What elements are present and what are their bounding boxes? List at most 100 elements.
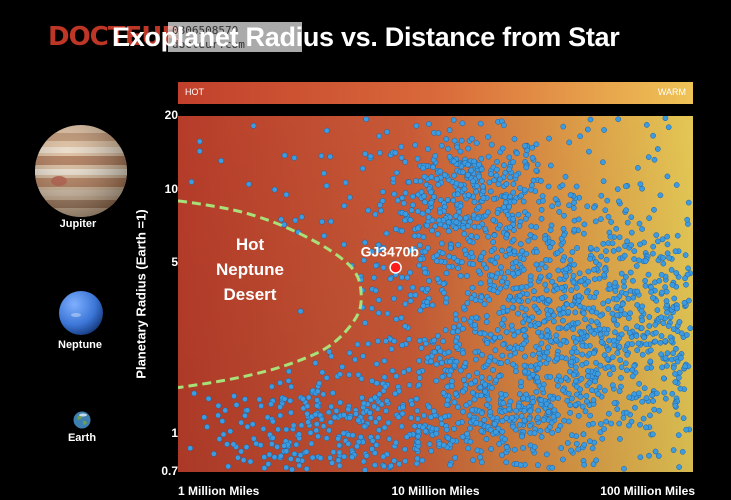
data-point (573, 183, 580, 190)
data-point (585, 268, 592, 275)
data-point (571, 261, 577, 268)
data-point (601, 266, 608, 273)
data-point (547, 307, 554, 314)
data-point (503, 459, 510, 466)
data-point (616, 343, 623, 350)
data-point (492, 347, 499, 354)
data-point (670, 447, 677, 453)
data-point (560, 257, 566, 264)
data-point (471, 158, 477, 165)
data-point (608, 219, 614, 225)
data-point (547, 162, 554, 169)
data-point (521, 407, 528, 414)
data-point (680, 415, 687, 422)
data-point (510, 216, 517, 222)
data-point (426, 277, 432, 284)
data-point (548, 222, 555, 229)
data-point (417, 256, 424, 263)
data-point (336, 449, 343, 456)
data-point (470, 261, 476, 268)
data-point (490, 217, 497, 223)
data-point (446, 153, 453, 160)
data-point (191, 390, 197, 397)
data-point (571, 199, 577, 206)
data-point (407, 292, 414, 299)
y-axis-label: Planetary Radius (Earth =1) (133, 209, 149, 379)
data-point (445, 435, 451, 441)
data-point (669, 282, 676, 288)
data-point (292, 217, 299, 224)
data-point (555, 201, 561, 207)
data-point (277, 453, 284, 459)
data-point (538, 261, 545, 267)
data-point (489, 384, 495, 391)
planet-label-jupiter: Jupiter (59, 218, 97, 230)
data-point (244, 407, 251, 414)
data-point (335, 457, 342, 464)
data-point (566, 139, 573, 146)
data-point (642, 282, 649, 289)
data-point (271, 454, 278, 461)
data-point (419, 210, 426, 217)
data-point (593, 359, 599, 366)
data-point (496, 373, 502, 380)
data-point (446, 127, 453, 133)
data-point (196, 138, 203, 145)
data-point (481, 301, 488, 308)
data-point (534, 161, 541, 168)
data-point (497, 285, 504, 292)
data-point (543, 451, 550, 458)
data-point (536, 355, 543, 362)
data-point (674, 358, 681, 365)
data-point (283, 426, 290, 433)
data-point (492, 260, 498, 266)
data-point (400, 369, 407, 376)
data-point (328, 403, 335, 410)
data-point (387, 275, 394, 282)
data-point (349, 454, 355, 461)
data-point (511, 136, 518, 142)
data-point (231, 393, 237, 399)
data-point (451, 399, 458, 406)
data-point (304, 410, 310, 417)
data-point (281, 442, 287, 449)
data-point (562, 173, 569, 180)
data-point (520, 266, 527, 273)
data-point (634, 323, 640, 330)
data-point (378, 401, 385, 408)
data-point (581, 230, 587, 237)
data-point (335, 435, 341, 442)
data-point (346, 350, 353, 356)
data-point (570, 372, 577, 378)
data-point (533, 249, 540, 255)
data-point (535, 365, 541, 372)
data-point (485, 396, 492, 403)
data-point (549, 203, 556, 210)
data-point (610, 366, 617, 373)
data-point (475, 204, 482, 210)
data-point (673, 270, 680, 276)
data-point (399, 228, 405, 234)
data-point (440, 442, 447, 449)
data-point (508, 322, 515, 329)
data-point (522, 353, 528, 360)
data-point (621, 465, 627, 472)
data-point (492, 429, 499, 435)
data-point (297, 452, 304, 458)
data-point (558, 235, 565, 242)
data-point (246, 181, 252, 188)
data-point (531, 295, 537, 302)
data-point (277, 379, 283, 386)
data-point (573, 284, 580, 291)
data-point (549, 278, 555, 285)
data-point (487, 188, 494, 195)
data-point (549, 430, 556, 436)
data-point (593, 309, 600, 316)
data-point (662, 338, 669, 344)
data-point (661, 389, 668, 396)
data-point (399, 410, 406, 417)
data-point (257, 442, 264, 448)
data-point (549, 464, 556, 471)
data-point (500, 341, 507, 348)
data-point (303, 448, 310, 455)
